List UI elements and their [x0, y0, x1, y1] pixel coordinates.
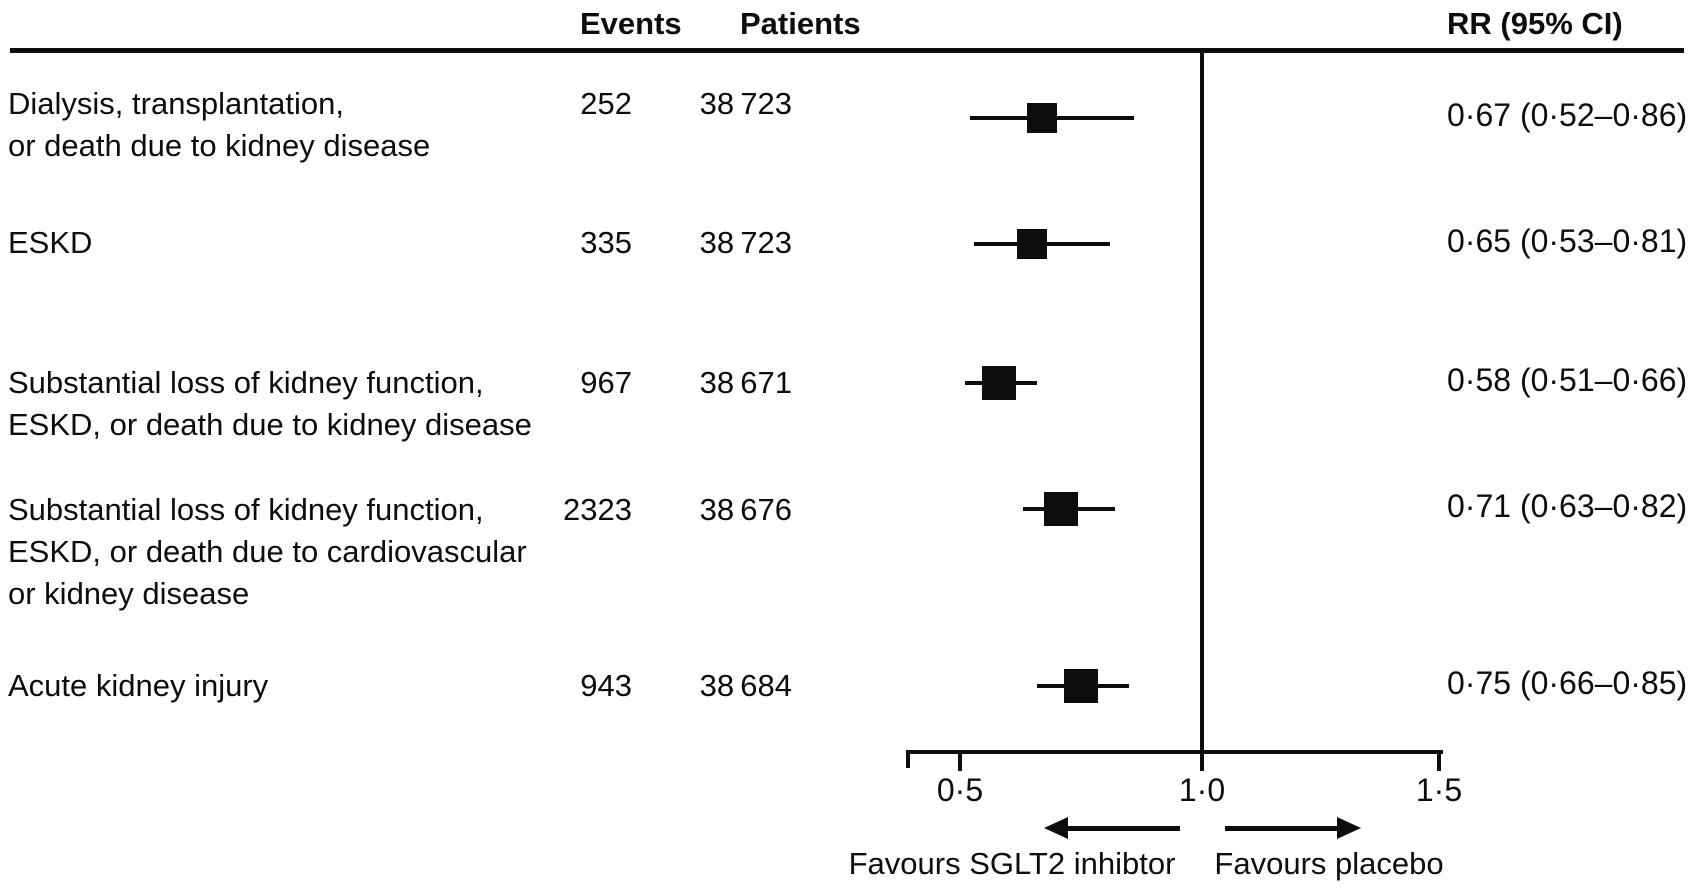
row-patients-value: 38 676 — [699, 492, 792, 527]
row-patients-value: 38 723 — [699, 86, 792, 121]
row-rr-ci-value: 0·75 (0·66–0·85) — [1447, 665, 1688, 701]
row-rr-ci-value: 0·67 (0·52–0·86) — [1447, 97, 1688, 133]
row-label: Substantial loss of kidney function, ESK… — [8, 365, 532, 442]
point-estimate-square — [1017, 229, 1047, 259]
row-events-value: 967 — [580, 365, 632, 400]
row-label: Acute kidney injury — [8, 668, 269, 703]
x-axis-tick-label-0.5: 0·5 — [936, 772, 984, 808]
row-patients-value: 38 684 — [699, 668, 792, 703]
header-rule — [10, 48, 1684, 53]
reference-line-rr-1 — [1200, 53, 1204, 752]
row-rr-ci-value: 0·58 (0·51–0·66) — [1447, 362, 1688, 398]
x-axis-left-end-tick — [906, 753, 910, 768]
row-patients-value: 38 671 — [699, 365, 792, 400]
favours-placebo-label: Favours placebo — [1214, 846, 1444, 881]
favours-right-arrow — [1225, 826, 1339, 831]
column-header-patients: Patients — [740, 6, 861, 41]
favours-right-arrowhead-icon — [1337, 817, 1361, 839]
point-estimate-square — [1044, 492, 1078, 526]
x-axis-tick-label-1.5: 1·5 — [1415, 772, 1463, 808]
column-header-rr: RR (95% CI) — [1447, 6, 1623, 41]
row-label: ESKD — [8, 225, 93, 260]
favours-left-arrowhead-icon — [1044, 817, 1068, 839]
x-axis-tick-1 — [1200, 753, 1204, 771]
row-events-value: 2323 — [563, 492, 632, 527]
x-axis-tick-label-1: 1·0 — [1178, 772, 1226, 808]
row-events-value: 943 — [580, 668, 632, 703]
x-axis-tick-1.5 — [1437, 753, 1441, 771]
x-axis-tick-0.5 — [958, 753, 962, 771]
row-events-value: 252 — [580, 86, 632, 121]
point-estimate-square — [982, 366, 1016, 400]
point-estimate-square — [1064, 669, 1098, 703]
x-axis-line — [906, 750, 1443, 754]
favours-sglt2-label: Favours SGLT2 inhibtor — [848, 846, 1176, 881]
favours-left-arrow — [1066, 826, 1180, 831]
row-patients-value: 38 723 — [699, 225, 792, 260]
row-rr-ci-value: 0·65 (0·53–0·81) — [1447, 223, 1688, 259]
row-events-value: 335 — [580, 225, 632, 260]
column-header-events: Events — [580, 6, 682, 41]
row-rr-ci-value: 0·71 (0·63–0·82) — [1447, 488, 1688, 524]
point-estimate-square — [1027, 103, 1057, 133]
row-label: Substantial loss of kidney function, ESK… — [8, 492, 527, 611]
row-label: Dialysis, transplantation, or death due … — [8, 86, 431, 163]
